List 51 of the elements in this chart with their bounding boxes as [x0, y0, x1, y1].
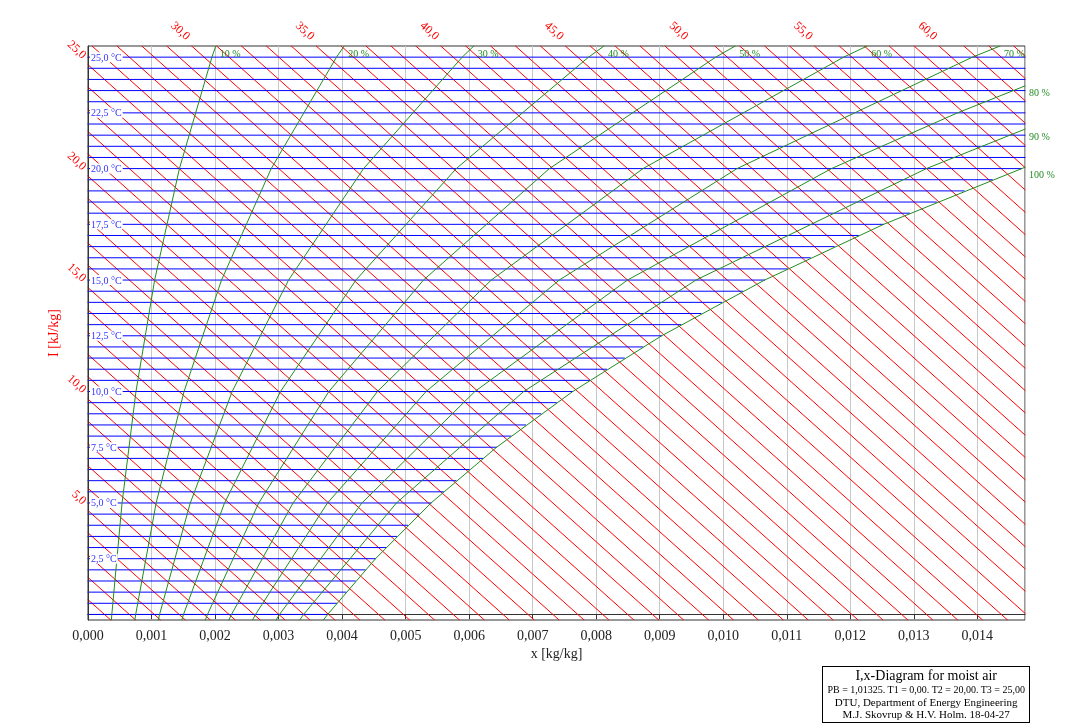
text: 5,0 — [69, 486, 90, 508]
x-tick-label: 0,001 — [135, 627, 168, 643]
y-tick-label: 25,0 °C — [91, 51, 122, 63]
y-tick-label: 20,0 °C — [91, 163, 122, 175]
series-label: 30 % — [477, 47, 499, 59]
text: 45,0 — [542, 18, 568, 43]
x-axis-title: x [kg/kg] — [530, 646, 583, 662]
text: 30,0 — [168, 18, 194, 43]
text: 40,0 — [417, 18, 443, 43]
series-label: 100 % — [1029, 168, 1055, 180]
x-tick-label: 0,007 — [516, 627, 549, 643]
x-tick-label: 0,002 — [199, 627, 231, 643]
y-tick-label: 7,5 °C — [91, 441, 117, 453]
y-tick-label: 22,5 °C — [91, 107, 122, 119]
line-series — [181, 45, 605, 621]
line-series — [204, 45, 736, 621]
series-label: 90 % — [1029, 130, 1050, 142]
series-label: 80 % — [1029, 87, 1050, 99]
text: 35,0 — [292, 18, 318, 43]
x-tick-label: 0,005 — [389, 627, 422, 643]
series-label: 60 % — [871, 47, 893, 59]
series-label: 50 % — [739, 47, 761, 59]
y-tick-label: 17,5 °C — [91, 218, 122, 230]
series-label: 20 % — [348, 47, 369, 59]
x-tick-label: 0,004 — [326, 627, 358, 643]
text: 55,0 — [791, 18, 817, 43]
caption-box: I,x-Diagram for moist air PB = 1,01325. T1 = 0,00. T2 = 20,00. T3 = 25,00 DTU, Department of Energy Engineering M.J. Skovrup & H.V. Holm. 18-04-27 — [822, 666, 1030, 723]
x-tick-label: 0,009 — [643, 627, 676, 643]
x-tick-label: 0,010 — [707, 627, 739, 643]
line-series — [134, 45, 345, 621]
y-tick-label: 2,5 °C — [91, 553, 117, 565]
text: 50,0 — [666, 18, 692, 43]
text: 20,0 — [64, 148, 90, 173]
text: 10,0 — [64, 371, 90, 396]
text: 60,0 — [915, 18, 941, 43]
x-tick-label: 0,011 — [771, 627, 803, 643]
y-tick-label: 5,0 °C — [91, 497, 117, 509]
y-axis-title: I [kJ/kg] — [45, 309, 61, 357]
y-tick-label: 10,0 °C — [91, 386, 122, 398]
line-series — [157, 45, 475, 621]
x-tick-label: 0,013 — [898, 627, 930, 643]
text: 15,0 — [64, 259, 90, 285]
x-tick-label: 0,008 — [580, 627, 612, 643]
x-tick-label: 0,014 — [961, 627, 994, 643]
x-tick-label: 0,006 — [453, 627, 485, 643]
x-tick-label: 0,012 — [834, 627, 867, 643]
x-tick-label: 0,000 — [72, 627, 104, 643]
x-tick-label: 0,003 — [262, 627, 295, 643]
y-tick-label: 12,5 °C — [91, 330, 122, 342]
y-tick-label: 15,0 °C — [91, 274, 122, 286]
text: 25,0 — [64, 37, 90, 62]
